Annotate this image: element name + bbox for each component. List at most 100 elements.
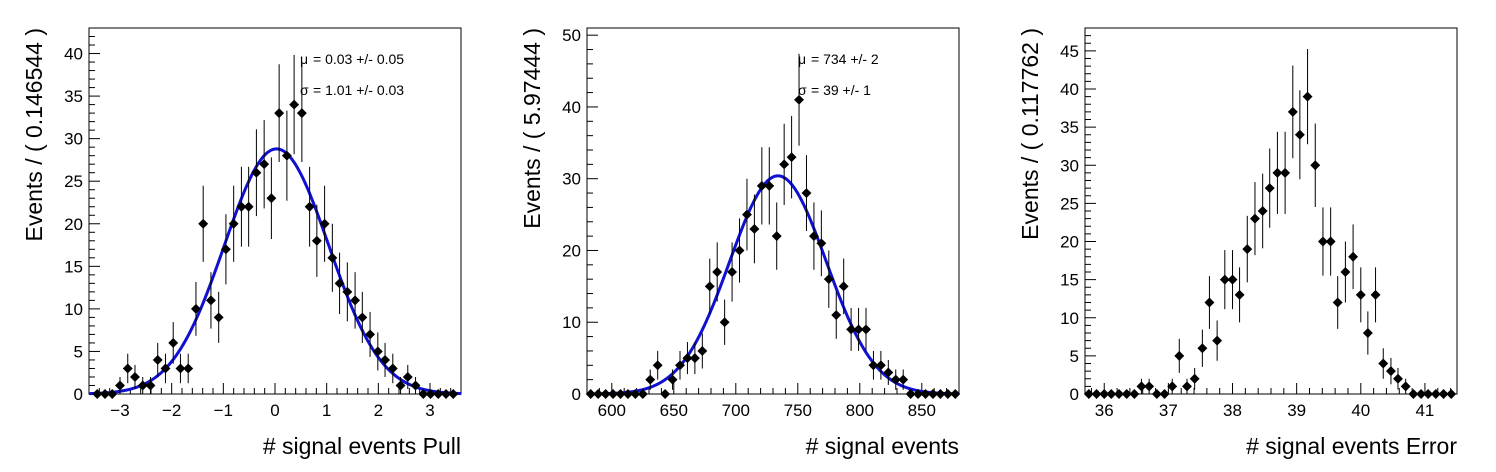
data-point bbox=[816, 238, 827, 249]
data-point bbox=[1167, 381, 1178, 392]
data-point bbox=[771, 231, 782, 242]
data-point bbox=[883, 367, 894, 378]
x-tick-label: 38 bbox=[1223, 401, 1242, 420]
data-point bbox=[1242, 244, 1253, 255]
data-point bbox=[1280, 167, 1291, 178]
data-point bbox=[660, 389, 671, 399]
data-point bbox=[433, 389, 444, 399]
data-point bbox=[786, 152, 797, 163]
data-point bbox=[1204, 297, 1215, 308]
data-point bbox=[274, 108, 285, 119]
x-tick-label: 0 bbox=[270, 401, 279, 420]
data-point bbox=[1423, 389, 1434, 399]
data-point bbox=[868, 360, 879, 371]
data-point bbox=[585, 389, 596, 399]
fit-parameter-value: = 1.01 +/- 0.03 bbox=[313, 82, 404, 98]
x-tick-label: 1 bbox=[322, 401, 331, 420]
data-point bbox=[145, 380, 156, 391]
data-point bbox=[1294, 129, 1305, 140]
data-point bbox=[675, 360, 685, 371]
data-point bbox=[779, 159, 790, 170]
data-point bbox=[1136, 381, 1147, 392]
data-point bbox=[130, 372, 140, 382]
data-point bbox=[749, 223, 760, 234]
data-point bbox=[1197, 343, 1208, 354]
y-tick-label: 30 bbox=[562, 170, 581, 189]
data-point bbox=[259, 159, 270, 170]
data-point bbox=[1408, 389, 1419, 399]
data-point bbox=[831, 310, 842, 321]
data-point bbox=[1332, 297, 1343, 308]
y-tick-label: 35 bbox=[64, 87, 83, 106]
data-point bbox=[213, 312, 224, 323]
data-point bbox=[183, 363, 194, 374]
y-tick-label: 30 bbox=[64, 130, 83, 149]
data-point bbox=[1083, 389, 1094, 399]
data-point bbox=[228, 218, 239, 229]
data-point bbox=[1099, 389, 1110, 399]
data-point bbox=[168, 337, 179, 348]
data-point bbox=[682, 353, 693, 364]
data-point bbox=[418, 389, 429, 399]
data-point bbox=[1219, 274, 1230, 285]
gaussian-fit-curve bbox=[88, 147, 462, 396]
data-point bbox=[1174, 350, 1185, 361]
data-point bbox=[402, 372, 413, 382]
data-point bbox=[1091, 389, 1102, 399]
data-point bbox=[327, 252, 338, 263]
data-point bbox=[1446, 389, 1457, 399]
y-tick-label: 0 bbox=[572, 385, 581, 404]
x-tick-label: 37 bbox=[1159, 401, 1178, 420]
data-point bbox=[1189, 373, 1200, 384]
data-point bbox=[289, 99, 300, 110]
data-point bbox=[942, 389, 953, 399]
data-point bbox=[712, 267, 723, 277]
x-axis-title: # signal events Pull bbox=[263, 433, 461, 459]
data-point bbox=[1385, 366, 1396, 377]
x-axis-title: # signal events Error bbox=[1246, 433, 1457, 459]
data-point bbox=[950, 389, 961, 399]
data-point bbox=[704, 281, 715, 292]
data-point bbox=[1287, 106, 1298, 117]
data-point bbox=[243, 201, 254, 212]
data-point bbox=[1340, 267, 1351, 277]
y-tick-label: 20 bbox=[562, 241, 581, 260]
data-point bbox=[1438, 389, 1449, 399]
y-tick-label: 10 bbox=[562, 313, 581, 332]
data-point bbox=[425, 389, 436, 399]
data-point bbox=[236, 201, 247, 212]
x-tick-label: 850 bbox=[908, 401, 936, 420]
data-point bbox=[1355, 289, 1366, 300]
plot-frame bbox=[1084, 27, 1458, 395]
data-point bbox=[838, 281, 849, 292]
data-point bbox=[645, 374, 656, 385]
data-point bbox=[637, 389, 648, 399]
data-point bbox=[734, 245, 745, 256]
y-tick-label: 20 bbox=[64, 215, 83, 234]
data-point bbox=[615, 389, 626, 399]
data-point bbox=[1250, 213, 1260, 224]
data-point bbox=[1212, 335, 1223, 346]
data-point bbox=[175, 363, 186, 374]
data-point bbox=[220, 244, 231, 255]
data-point bbox=[920, 389, 931, 399]
fit-parameter-value: = 39 +/- 1 bbox=[811, 82, 871, 98]
data-point bbox=[266, 193, 277, 204]
data-point bbox=[861, 324, 871, 335]
data-point bbox=[395, 380, 406, 391]
x-tick-label: −3 bbox=[110, 401, 129, 420]
data-point bbox=[1302, 91, 1313, 102]
y-tick-label: 50 bbox=[562, 26, 581, 45]
data-point bbox=[1378, 358, 1389, 369]
x-tick-label: 39 bbox=[1287, 401, 1306, 420]
data-point bbox=[652, 360, 663, 371]
data-point bbox=[1430, 389, 1441, 399]
fit-parameter-value: = 0.03 +/- 0.05 bbox=[313, 51, 404, 67]
x-tick-label: 700 bbox=[722, 401, 750, 420]
data-point bbox=[191, 303, 201, 314]
data-point bbox=[251, 167, 262, 178]
data-point bbox=[205, 295, 216, 306]
x-tick-label: 3 bbox=[425, 401, 434, 420]
data-point bbox=[1227, 274, 1238, 285]
